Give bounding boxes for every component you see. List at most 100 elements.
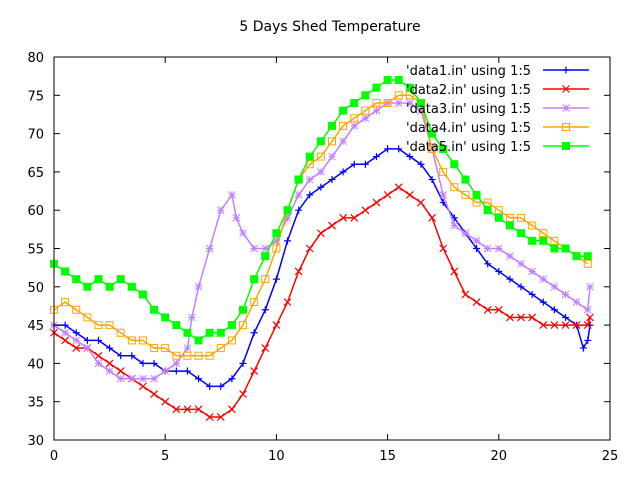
y-tick-label: 65 bbox=[27, 166, 44, 181]
data-point bbox=[183, 351, 192, 360]
x-tick-label: 10 bbox=[268, 449, 285, 464]
data-point bbox=[272, 236, 281, 245]
chart-title: 5 Days Shed Temperature bbox=[239, 19, 420, 35]
data-point bbox=[339, 137, 347, 146]
data-point bbox=[283, 214, 292, 222]
legend-entry-3: 'data3.in' using 1:5 bbox=[406, 102, 589, 117]
y-tick-label: 70 bbox=[27, 128, 44, 143]
data-point bbox=[539, 236, 548, 245]
data-point bbox=[383, 190, 392, 199]
data-point bbox=[372, 153, 380, 161]
data-point bbox=[61, 321, 69, 329]
data-point bbox=[461, 290, 470, 299]
data-point bbox=[138, 290, 147, 299]
data-point bbox=[439, 191, 448, 199]
series-line bbox=[53, 102, 591, 380]
data-point bbox=[61, 328, 69, 337]
data-point bbox=[116, 367, 125, 375]
data-point bbox=[83, 282, 92, 291]
data-point bbox=[94, 351, 103, 360]
data-point bbox=[372, 198, 381, 207]
data-point bbox=[361, 91, 370, 100]
data-point bbox=[94, 275, 103, 284]
data-point bbox=[183, 344, 192, 352]
data-point bbox=[450, 183, 459, 192]
data-point bbox=[172, 321, 181, 330]
data-point bbox=[586, 282, 594, 291]
data-point bbox=[339, 121, 348, 130]
data-point bbox=[561, 290, 570, 299]
data-point bbox=[550, 321, 559, 330]
data-point bbox=[505, 313, 514, 322]
data-point bbox=[194, 351, 203, 360]
data-point bbox=[483, 198, 492, 207]
data-point bbox=[295, 206, 303, 214]
data-point bbox=[194, 405, 203, 414]
data-point bbox=[294, 267, 303, 276]
data-point bbox=[261, 344, 270, 353]
data-point bbox=[372, 98, 381, 107]
data-point bbox=[283, 206, 292, 215]
data-point bbox=[350, 160, 358, 168]
data-point bbox=[428, 213, 437, 222]
y-tick-label: 30 bbox=[27, 434, 44, 449]
data-point bbox=[94, 336, 102, 344]
data-point bbox=[350, 114, 359, 123]
data-point bbox=[228, 375, 236, 383]
data-point bbox=[205, 413, 214, 421]
data-point bbox=[150, 374, 158, 383]
x-tick-label: 5 bbox=[161, 449, 169, 464]
data-point bbox=[372, 83, 381, 92]
data-point bbox=[439, 144, 448, 153]
data-point bbox=[550, 244, 559, 253]
x-tick-label: 25 bbox=[602, 449, 619, 464]
x-tick-label: 15 bbox=[379, 449, 396, 464]
data-point bbox=[127, 336, 136, 345]
data-point bbox=[495, 267, 503, 275]
data-point bbox=[428, 176, 436, 184]
data-point bbox=[417, 160, 425, 168]
legend-label: 'data2.in' using 1:5 bbox=[406, 83, 531, 98]
data-point bbox=[272, 321, 281, 330]
data-point bbox=[350, 98, 359, 107]
axes: 0 5 10 15 20 25 30 35 40 45 50 55 60 65 70 75 80 bbox=[27, 51, 618, 464]
data-point bbox=[339, 106, 348, 115]
data-point bbox=[305, 152, 314, 161]
data-point bbox=[450, 221, 459, 230]
data-point bbox=[161, 313, 170, 322]
legend-label: 'data3.in' using 1:5 bbox=[406, 102, 531, 117]
data-point bbox=[161, 397, 170, 406]
data-point bbox=[116, 374, 125, 383]
data-point bbox=[161, 344, 170, 353]
data-point bbox=[539, 298, 547, 306]
y-tick-label: 45 bbox=[27, 319, 44, 334]
data-point bbox=[517, 313, 525, 322]
y-tick-label: 40 bbox=[27, 357, 44, 372]
y-tick-label: 75 bbox=[27, 89, 44, 104]
legend-entry-2: 'data2.in' using 1:5 bbox=[406, 83, 589, 98]
data-point bbox=[439, 244, 448, 253]
data-point bbox=[494, 305, 503, 314]
legend: 'data1.in' using 1:5 'data2.in' using 1:5… bbox=[406, 64, 589, 155]
series-line bbox=[53, 79, 588, 342]
data-point bbox=[406, 153, 414, 161]
data-point bbox=[105, 359, 114, 368]
data-point bbox=[361, 106, 370, 115]
data-point bbox=[150, 305, 159, 314]
legend-swatch-marker bbox=[562, 142, 570, 150]
data-point bbox=[394, 91, 403, 100]
data-point bbox=[261, 275, 270, 284]
data-point bbox=[328, 152, 336, 161]
data-point bbox=[483, 206, 492, 215]
data-point bbox=[172, 359, 181, 368]
data-point bbox=[528, 267, 537, 276]
data-point bbox=[105, 321, 114, 330]
data-point bbox=[394, 99, 403, 107]
data-point bbox=[461, 175, 470, 184]
y-tick-label: 55 bbox=[27, 243, 44, 258]
data-point bbox=[250, 367, 259, 375]
data-point bbox=[405, 190, 414, 199]
data-point bbox=[232, 214, 241, 222]
data-point bbox=[272, 244, 281, 253]
legend-entry-5: 'data5.in' using 1:5 bbox=[406, 140, 589, 155]
